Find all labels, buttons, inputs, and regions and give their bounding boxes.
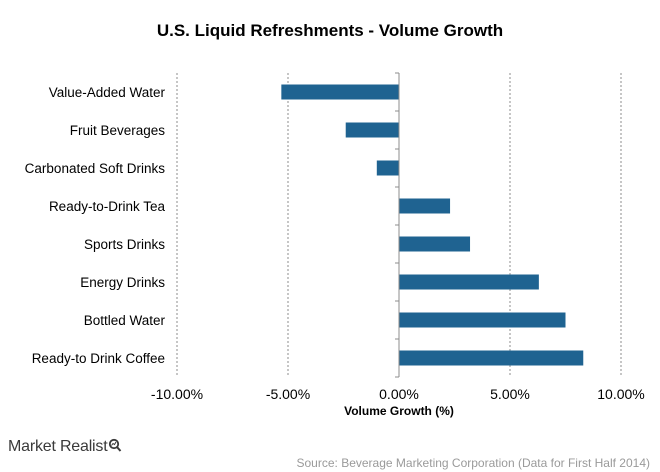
market-realist-logo: Market Realist <box>8 438 122 459</box>
bar-6 <box>399 312 566 328</box>
x-tick-label-0: -10.00% <box>151 386 203 402</box>
bar-4 <box>399 236 471 252</box>
category-label-4: Sports Drinks <box>84 237 165 252</box>
bar-0 <box>281 84 399 100</box>
category-label-3: Ready-to-Drink Tea <box>49 199 166 214</box>
bar-5 <box>399 274 539 290</box>
category-label-6: Bottled Water <box>84 313 166 328</box>
logo-text: Market Realist <box>8 438 108 455</box>
bar-2 <box>376 160 399 176</box>
x-tick-label-2: 0.00% <box>379 386 419 402</box>
bar-3 <box>399 198 451 214</box>
x-tick-label-3: 5.00% <box>490 386 530 402</box>
source-note: Source: Beverage Marketing Corporation (… <box>296 456 651 470</box>
x-axis-title: Volume Growth (%) <box>344 404 454 418</box>
magnifier-icon <box>108 438 122 459</box>
chart-title: U.S. Liquid Refreshments - Volume Growth <box>156 21 504 40</box>
bar-7 <box>399 350 584 366</box>
category-label-0: Value-Added Water <box>49 85 166 100</box>
category-label-1: Fruit Beverages <box>70 123 166 138</box>
bar-1 <box>345 122 399 138</box>
x-tick-label-1: -5.00% <box>266 386 310 402</box>
category-label-7: Ready-to Drink Coffee <box>32 351 165 366</box>
category-label-2: Carbonated Soft Drinks <box>25 161 166 176</box>
x-tick-label-4: 10.00% <box>597 386 644 402</box>
category-label-5: Energy Drinks <box>80 275 165 290</box>
